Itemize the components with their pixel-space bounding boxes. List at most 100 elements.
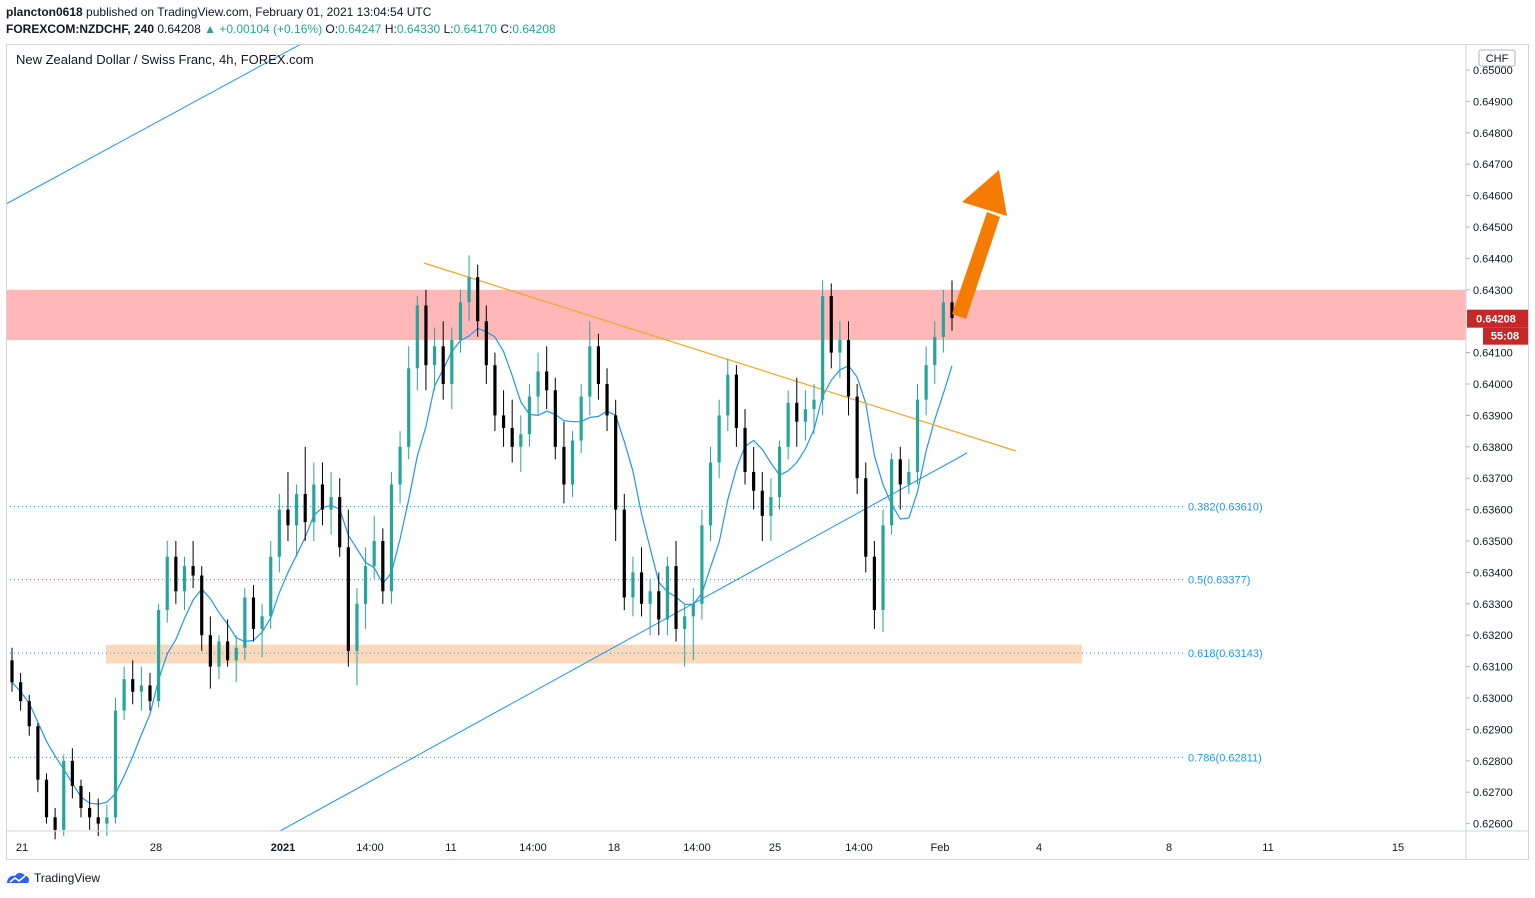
candle[interactable]: [691, 588, 695, 661]
candle[interactable]: [122, 666, 126, 720]
candle[interactable]: [312, 462, 316, 542]
candle[interactable]: [476, 264, 480, 337]
candle[interactable]: [165, 541, 169, 623]
candle[interactable]: [182, 556, 187, 611]
candle[interactable]: [665, 556, 670, 636]
candle[interactable]: [200, 566, 204, 651]
candle[interactable]: [708, 446, 713, 541]
candle[interactable]: [277, 493, 281, 573]
candle[interactable]: [683, 603, 687, 667]
candle[interactable]: [381, 528, 385, 604]
candle[interactable]: [890, 453, 894, 535]
ascending-trendline[interactable]: [279, 452, 968, 832]
resistance-zone[interactable]: [6, 289, 1466, 341]
candle[interactable]: [915, 384, 920, 485]
candle[interactable]: [872, 541, 876, 629]
candle[interactable]: [769, 478, 773, 541]
candle[interactable]: [148, 672, 152, 711]
candle[interactable]: [113, 698, 118, 824]
candle[interactable]: [36, 723, 40, 793]
candle[interactable]: [674, 541, 678, 642]
candle[interactable]: [432, 327, 437, 391]
candle[interactable]: [174, 541, 178, 604]
footer-brand[interactable]: TradingView: [6, 871, 100, 885]
candle[interactable]: [829, 283, 833, 369]
candle[interactable]: [441, 321, 445, 400]
candle[interactable]: [10, 647, 14, 692]
moving-average-line[interactable]: [11, 327, 953, 805]
candle[interactable]: [157, 603, 161, 708]
candle[interactable]: [225, 619, 230, 667]
candle[interactable]: [614, 399, 618, 541]
currency-badge[interactable]: [1478, 49, 1516, 67]
candle[interactable]: [622, 493, 626, 611]
candle[interactable]: [726, 358, 730, 432]
candle[interactable]: [838, 321, 842, 378]
candle[interactable]: [484, 305, 488, 385]
candle[interactable]: [639, 547, 644, 617]
price-chart[interactable]: 0.382(0.63610) 0.5(0.63377) 0.618(0.63143)…: [5, 37, 1529, 860]
candle[interactable]: [467, 255, 471, 322]
candle[interactable]: [605, 368, 609, 432]
candle[interactable]: [950, 280, 954, 331]
candle[interactable]: [941, 289, 945, 353]
candle[interactable]: [355, 588, 359, 686]
candle[interactable]: [933, 321, 937, 384]
candle[interactable]: [96, 798, 100, 837]
candle[interactable]: [303, 446, 307, 541]
candle[interactable]: [294, 484, 299, 557]
candle[interactable]: [864, 462, 868, 573]
chart-frame[interactable]: 0.382(0.63610) 0.5(0.63377) 0.618(0.63143)…: [5, 37, 1529, 860]
candle[interactable]: [79, 779, 83, 818]
candle[interactable]: [260, 603, 264, 658]
candle[interactable]: [493, 352, 497, 432]
candle[interactable]: [631, 556, 635, 617]
candle[interactable]: [338, 478, 342, 557]
candle[interactable]: [346, 509, 350, 667]
candle[interactable]: [821, 280, 825, 416]
support-zone[interactable]: [106, 644, 1082, 664]
candle[interactable]: [234, 635, 238, 683]
candle[interactable]: [398, 431, 402, 504]
candle[interactable]: [760, 471, 764, 541]
candle[interactable]: [786, 390, 790, 460]
candle[interactable]: [363, 547, 368, 629]
candle[interactable]: [734, 365, 739, 447]
candle[interactable]: [217, 635, 221, 680]
candle[interactable]: [251, 584, 256, 642]
candle[interactable]: [27, 694, 31, 736]
candle[interactable]: [510, 399, 514, 463]
up-arrow-icon[interactable]: [962, 170, 1007, 216]
candle[interactable]: [450, 327, 454, 410]
candle[interactable]: [139, 666, 143, 711]
candle[interactable]: [536, 352, 540, 416]
candle[interactable]: [208, 616, 212, 689]
candle[interactable]: [657, 572, 661, 636]
candle[interactable]: [19, 672, 23, 711]
candle[interactable]: [898, 446, 902, 510]
author-name[interactable]: plancton0618: [6, 5, 83, 19]
candle[interactable]: [570, 431, 575, 498]
candle[interactable]: [648, 578, 652, 636]
candle[interactable]: [372, 515, 376, 579]
candle[interactable]: [415, 296, 419, 391]
candle[interactable]: [527, 384, 532, 447]
candle[interactable]: [519, 415, 523, 472]
candle[interactable]: [596, 333, 601, 400]
candle[interactable]: [243, 588, 247, 661]
candle[interactable]: [407, 346, 411, 460]
candle[interactable]: [743, 409, 747, 485]
candle[interactable]: [329, 471, 333, 535]
candle[interactable]: [717, 399, 721, 479]
candle[interactable]: [424, 289, 428, 391]
candle[interactable]: [458, 289, 463, 353]
candle[interactable]: [501, 390, 506, 447]
candle[interactable]: [53, 807, 57, 840]
candle[interactable]: [579, 384, 583, 454]
candle[interactable]: [70, 748, 74, 799]
candle[interactable]: [881, 509, 885, 633]
upper-channel-trendline[interactable]: [5, 37, 313, 205]
candle[interactable]: [855, 384, 859, 494]
candle[interactable]: [131, 660, 135, 705]
candle[interactable]: [88, 792, 92, 830]
